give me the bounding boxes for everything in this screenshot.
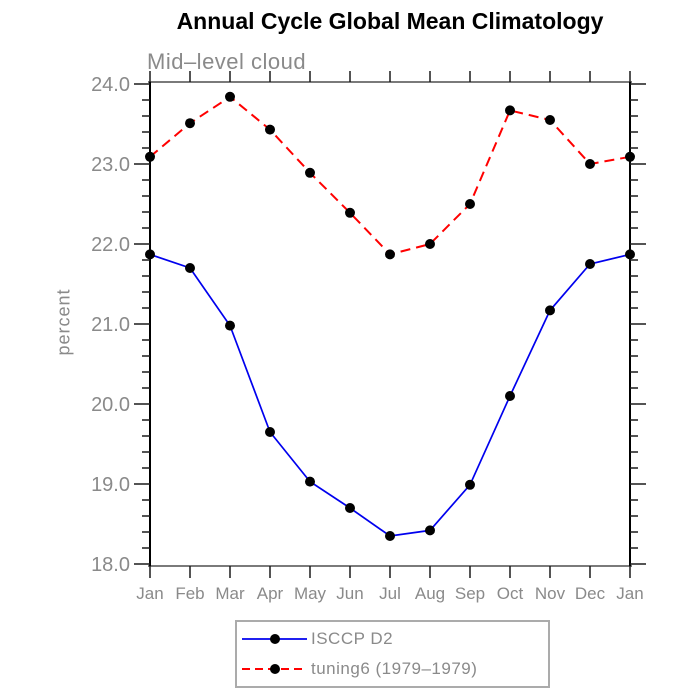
x-tick-label: Nov (535, 584, 566, 603)
data-point-marker (145, 151, 155, 162)
y-tick-label: 23.0 (91, 154, 130, 176)
x-tick-label: Dec (575, 584, 606, 603)
data-point-marker (545, 115, 555, 125)
data-point-marker (465, 479, 475, 490)
data-point-marker (505, 391, 515, 401)
data-point-marker (625, 151, 635, 162)
x-tick-label: Jan (136, 584, 163, 603)
data-point-marker (185, 263, 195, 273)
data-point-marker (585, 159, 595, 169)
data-point-marker (385, 531, 395, 541)
x-tick-label: Sep (455, 584, 485, 603)
y-tick-label: 21.0 (91, 314, 130, 336)
legend-sample-dashed-line (242, 664, 307, 674)
data-point-marker (545, 305, 555, 316)
x-tick-label: Jan (616, 584, 643, 603)
x-tick-label: Aug (415, 584, 445, 603)
chart-title: Annual Cycle Global Mean Climatology (176, 8, 604, 34)
data-point-marker (225, 91, 235, 102)
x-tick-label: Feb (175, 584, 204, 603)
data-point-marker (425, 525, 435, 536)
y-tick-label: 24.0 (91, 74, 130, 96)
data-point-marker (385, 249, 395, 260)
x-tick-label: Apr (257, 584, 284, 603)
x-tick-label: Jul (379, 584, 401, 603)
data-point-marker (265, 124, 275, 135)
x-tick-label: Jun (336, 584, 363, 603)
chart-subtitle: Mid–level cloud (147, 49, 307, 74)
data-point-marker (305, 167, 315, 178)
data-point-marker (345, 207, 355, 218)
legend-sample-solid-line (242, 634, 307, 644)
data-point-marker (505, 105, 515, 116)
series-line-0 (149, 253, 631, 537)
x-tick-label: May (294, 584, 327, 603)
data-point-marker (465, 199, 475, 209)
data-point-marker (145, 249, 155, 260)
y-tick-label: 22.0 (91, 234, 130, 256)
legend-label: ISCCP D2 (311, 629, 394, 648)
legend-label: tuning6 (1979–1979) (311, 659, 478, 678)
data-point-marker (305, 476, 315, 487)
x-tick-label: Oct (497, 584, 524, 603)
data-point-marker (625, 249, 635, 260)
y-tick-label: 19.0 (91, 474, 130, 496)
data-point-marker (425, 239, 435, 249)
data-point-marker (345, 503, 355, 513)
data-point-marker (265, 427, 275, 437)
y-tick-label: 20.0 (91, 394, 130, 416)
legend-item-isccp-d2: ISCCP D2 (237, 625, 548, 653)
data-point-marker (225, 320, 235, 331)
y-tick-label: 18.0 (91, 554, 130, 576)
legend-item-tuning6: tuning6 (1979–1979) (237, 655, 548, 683)
series-line-1 (149, 95, 631, 256)
legend-box: ISCCP D2 tuning6 (1979–1979) (235, 620, 550, 688)
data-point-marker (185, 118, 195, 129)
x-tick-label: Mar (215, 584, 245, 603)
data-point-marker (585, 259, 595, 269)
